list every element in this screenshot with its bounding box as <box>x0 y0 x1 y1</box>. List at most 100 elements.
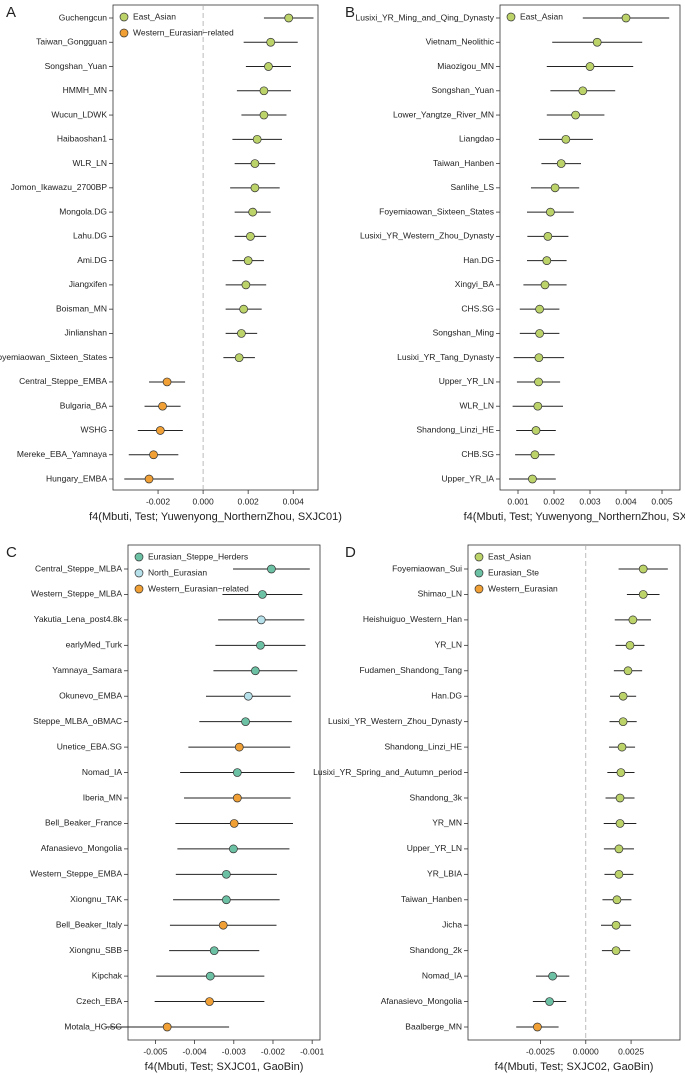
point <box>155 426 165 435</box>
x-axis-title: f4(Mbuti, Test; Yuwenyong_NorthernZhou, … <box>89 511 342 523</box>
y-tick-label: Foyemiaowan_Sixteen_States <box>379 206 494 216</box>
point <box>266 37 276 47</box>
y-tick-label: Afanasievo_Mongolia <box>41 843 123 853</box>
legend-label: Western_Eurasian <box>488 583 558 593</box>
x-tick-label: 0.002 <box>238 496 260 506</box>
point <box>250 159 260 168</box>
point <box>618 691 628 701</box>
legend-marker <box>474 584 484 594</box>
point <box>561 134 571 144</box>
y-tick-label: YR_LBIA <box>427 869 462 879</box>
y-tick-label: CHB.SG <box>461 449 494 459</box>
y-tick-label: Xingyi_BA <box>455 279 495 289</box>
legend-label: Eurasian_Ste <box>488 567 539 577</box>
y-tick-label: YR_MN <box>432 818 462 828</box>
point <box>548 971 557 981</box>
point <box>222 869 231 879</box>
x-tick-label: -0.002 <box>261 1046 285 1056</box>
y-tick-label: WSHG <box>81 425 107 435</box>
x-tick-label: 0.003 <box>579 496 601 506</box>
x-tick-label: -0.001 <box>300 1046 324 1056</box>
x-tick-label: 0.005 <box>651 496 673 506</box>
y-tick-label: Heishuiguo_Western_Han <box>363 614 462 624</box>
y-tick-label: Songshan_Ming <box>433 328 495 338</box>
point <box>535 304 544 314</box>
y-tick-label: Jiangxifen <box>69 279 108 289</box>
legend-label: East_Asian <box>488 551 531 561</box>
point <box>205 997 214 1006</box>
y-tick-label: Bulgaria_BA <box>60 400 108 410</box>
point <box>246 232 255 241</box>
point <box>540 280 550 290</box>
y-tick-label: Guchengcun <box>59 12 107 22</box>
y-tick-label: Upper_YR_LN <box>439 376 494 386</box>
point <box>614 869 624 879</box>
point <box>546 207 555 217</box>
plot-frame <box>467 544 681 1041</box>
point <box>256 640 265 650</box>
y-tick-label: Unetice_EBA.SG <box>57 741 122 751</box>
y-tick-label: Western_Steppe_EMBA <box>30 869 122 879</box>
point <box>205 971 215 981</box>
point <box>239 304 249 314</box>
x-tick-label: 0.004 <box>615 496 637 506</box>
y-tick-label: Jinlianshan <box>64 328 107 338</box>
point <box>623 666 633 676</box>
y-tick-label: Han.DG <box>463 255 494 265</box>
y-tick-label: Lusixi_YR_Ming_and_Qing_Dynasty <box>356 12 495 22</box>
point <box>571 110 580 120</box>
y-tick-label: Nomad_IA <box>82 767 122 777</box>
legend-marker <box>134 568 144 578</box>
y-tick-label: Shandong_2k <box>410 945 463 955</box>
legend-label: East_Asian <box>520 11 563 21</box>
x-tick-label: 0.000 <box>192 496 214 506</box>
y-tick-label: Xiongnu_SBB <box>69 945 122 955</box>
y-tick-label: Han.DG <box>431 690 462 700</box>
point <box>533 1022 542 1032</box>
y-tick-label: Shandong_Linzi_HE <box>384 741 462 751</box>
x-axis-title: f4(Mbuti, Test; SXJC01, GaoBin) <box>145 1061 304 1073</box>
y-tick-label: Shandong_Linzi_HE <box>416 425 494 435</box>
y-tick-label: Taiwan_Gongguan <box>36 37 107 47</box>
point <box>258 590 267 599</box>
y-tick-label: Jomon_Ikawazu_2700BP <box>11 182 108 192</box>
y-tick-label: Western_Steppe_MLBA <box>31 589 122 599</box>
x-tick-label: 0.0000 <box>573 1046 599 1056</box>
y-tick-label: Xiongnu_TAK <box>70 894 122 904</box>
point <box>618 717 628 727</box>
y-tick-label: Motala_HG.SG <box>64 1021 122 1031</box>
panel-label: B <box>345 4 355 21</box>
point <box>250 666 260 676</box>
legend-label: Western_Eurasian−related <box>133 27 234 37</box>
point <box>252 134 262 144</box>
point <box>209 946 219 956</box>
point <box>284 13 294 23</box>
y-tick-label: Steppe_MLBA_oBMAC <box>33 716 122 726</box>
legend-marker <box>134 584 144 594</box>
point <box>232 793 242 803</box>
y-tick-label: Foyemiaowan_Sui <box>392 563 462 573</box>
y-tick-label: Haibaoshan1 <box>57 134 107 144</box>
point <box>578 86 588 96</box>
y-tick-label: Central_Steppe_MLBA <box>35 563 122 573</box>
y-tick-label: earlyMed_Turk <box>66 640 123 650</box>
legend-marker <box>506 12 516 22</box>
y-tick-label: Lusixi_YR_Tang_Dynasty <box>397 352 495 362</box>
y-tick-label: Lusixi_YR_Western_Zhou_Dynasty <box>328 716 463 726</box>
legend-marker <box>119 12 129 22</box>
panel-label: C <box>6 544 17 561</box>
point <box>556 159 566 168</box>
point <box>616 768 626 777</box>
point <box>259 86 269 96</box>
y-tick-label: Czech_EBA <box>76 996 122 1006</box>
x-axis-title: f4(Mbuti, Test; SXJC02, GaoBin) <box>495 1061 654 1073</box>
y-tick-label: Songshan_Yuan <box>45 61 108 71</box>
y-tick-label: Mereke_EBA_Yamnaya <box>17 449 107 459</box>
y-tick-label: Central_Steppe_EMBA <box>19 376 107 386</box>
point <box>534 353 544 363</box>
y-tick-label: Lahu.DG <box>73 231 107 241</box>
y-tick-label: CHS.SG <box>461 303 494 313</box>
y-tick-label: Mongola.DG <box>59 206 107 216</box>
point <box>638 590 648 599</box>
point <box>243 256 253 265</box>
